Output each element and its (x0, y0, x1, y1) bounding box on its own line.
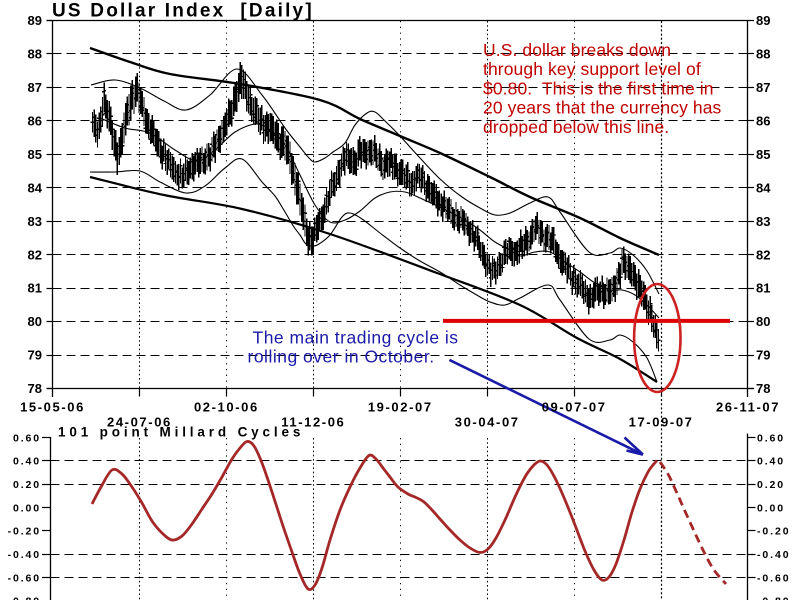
svg-text:88: 88 (756, 47, 770, 62)
svg-text:15-05-06: 15-05-06 (20, 400, 85, 415)
svg-text:0.40: 0.40 (757, 456, 785, 468)
svg-text:0.20: 0.20 (13, 479, 41, 491)
svg-text:20 years that the currency has: 20 years that the currency has (483, 98, 722, 118)
svg-text:U.S. dollar breaks down: U.S. dollar breaks down (483, 40, 671, 60)
svg-text:-0.20: -0.20 (757, 526, 790, 538)
svg-text:86: 86 (28, 113, 42, 128)
svg-text:84: 84 (28, 180, 43, 195)
svg-text:rolling over in October.: rolling over in October. (248, 347, 435, 367)
svg-text:82: 82 (28, 247, 42, 262)
svg-text:0.60: 0.60 (757, 432, 785, 444)
svg-text:86: 86 (756, 113, 770, 128)
svg-text:US Dollar Index [Daily]: US Dollar Index [Daily] (52, 1, 314, 22)
svg-text:-0.80: -0.80 (8, 596, 41, 600)
svg-text:through key support level of: through key support level of (483, 59, 701, 79)
svg-text:02-10-06: 02-10-06 (194, 400, 259, 415)
svg-text:11-12-06: 11-12-06 (281, 415, 345, 430)
svg-text:79: 79 (756, 348, 770, 363)
svg-text:85: 85 (756, 147, 770, 162)
svg-text:dropped below this line.: dropped below this line. (483, 117, 669, 137)
svg-text:78: 78 (28, 381, 42, 396)
svg-text:82: 82 (756, 247, 770, 262)
svg-text:$0.80. This is the first time: $0.80. This is the first time in (483, 78, 714, 98)
svg-text:30-04-07: 30-04-07 (455, 415, 520, 430)
svg-text:79: 79 (28, 348, 42, 363)
svg-text:81: 81 (756, 281, 770, 296)
svg-text:-0.20: -0.20 (8, 526, 41, 538)
svg-text:19-02-07: 19-02-07 (368, 400, 433, 415)
svg-text:-0.60: -0.60 (8, 572, 41, 584)
svg-text:-0.40: -0.40 (757, 549, 790, 561)
svg-text:87: 87 (756, 80, 770, 95)
svg-text:89: 89 (756, 13, 770, 28)
svg-text:87: 87 (28, 80, 42, 95)
svg-text:83: 83 (756, 214, 770, 229)
svg-text:0.60: 0.60 (13, 432, 41, 444)
svg-text:84: 84 (756, 180, 771, 195)
svg-text:85: 85 (28, 147, 42, 162)
svg-text:0.00: 0.00 (757, 502, 785, 514)
svg-text:0.40: 0.40 (13, 456, 41, 468)
svg-text:0.20: 0.20 (757, 479, 785, 491)
svg-text:0.00: 0.00 (13, 502, 41, 514)
svg-text:17-09-07: 17-09-07 (629, 415, 694, 430)
svg-text:The main trading cycle is: The main trading cycle is (253, 328, 459, 348)
svg-text:88: 88 (28, 47, 42, 62)
svg-text:-0.60: -0.60 (757, 572, 790, 584)
svg-text:24-07-06: 24-07-06 (107, 415, 172, 430)
svg-text:81: 81 (28, 281, 42, 296)
svg-text:101 point Millard Cycles: 101 point Millard Cycles (58, 425, 304, 440)
svg-text:83: 83 (28, 214, 42, 229)
svg-text:09-07-07: 09-07-07 (542, 400, 607, 415)
svg-text:26-11-07: 26-11-07 (716, 400, 780, 415)
svg-text:89: 89 (28, 13, 42, 28)
svg-text:80: 80 (28, 314, 42, 329)
svg-text:78: 78 (756, 381, 770, 396)
svg-text:80: 80 (756, 314, 770, 329)
svg-text:-0.80: -0.80 (757, 596, 790, 600)
svg-text:-0.40: -0.40 (8, 549, 41, 561)
